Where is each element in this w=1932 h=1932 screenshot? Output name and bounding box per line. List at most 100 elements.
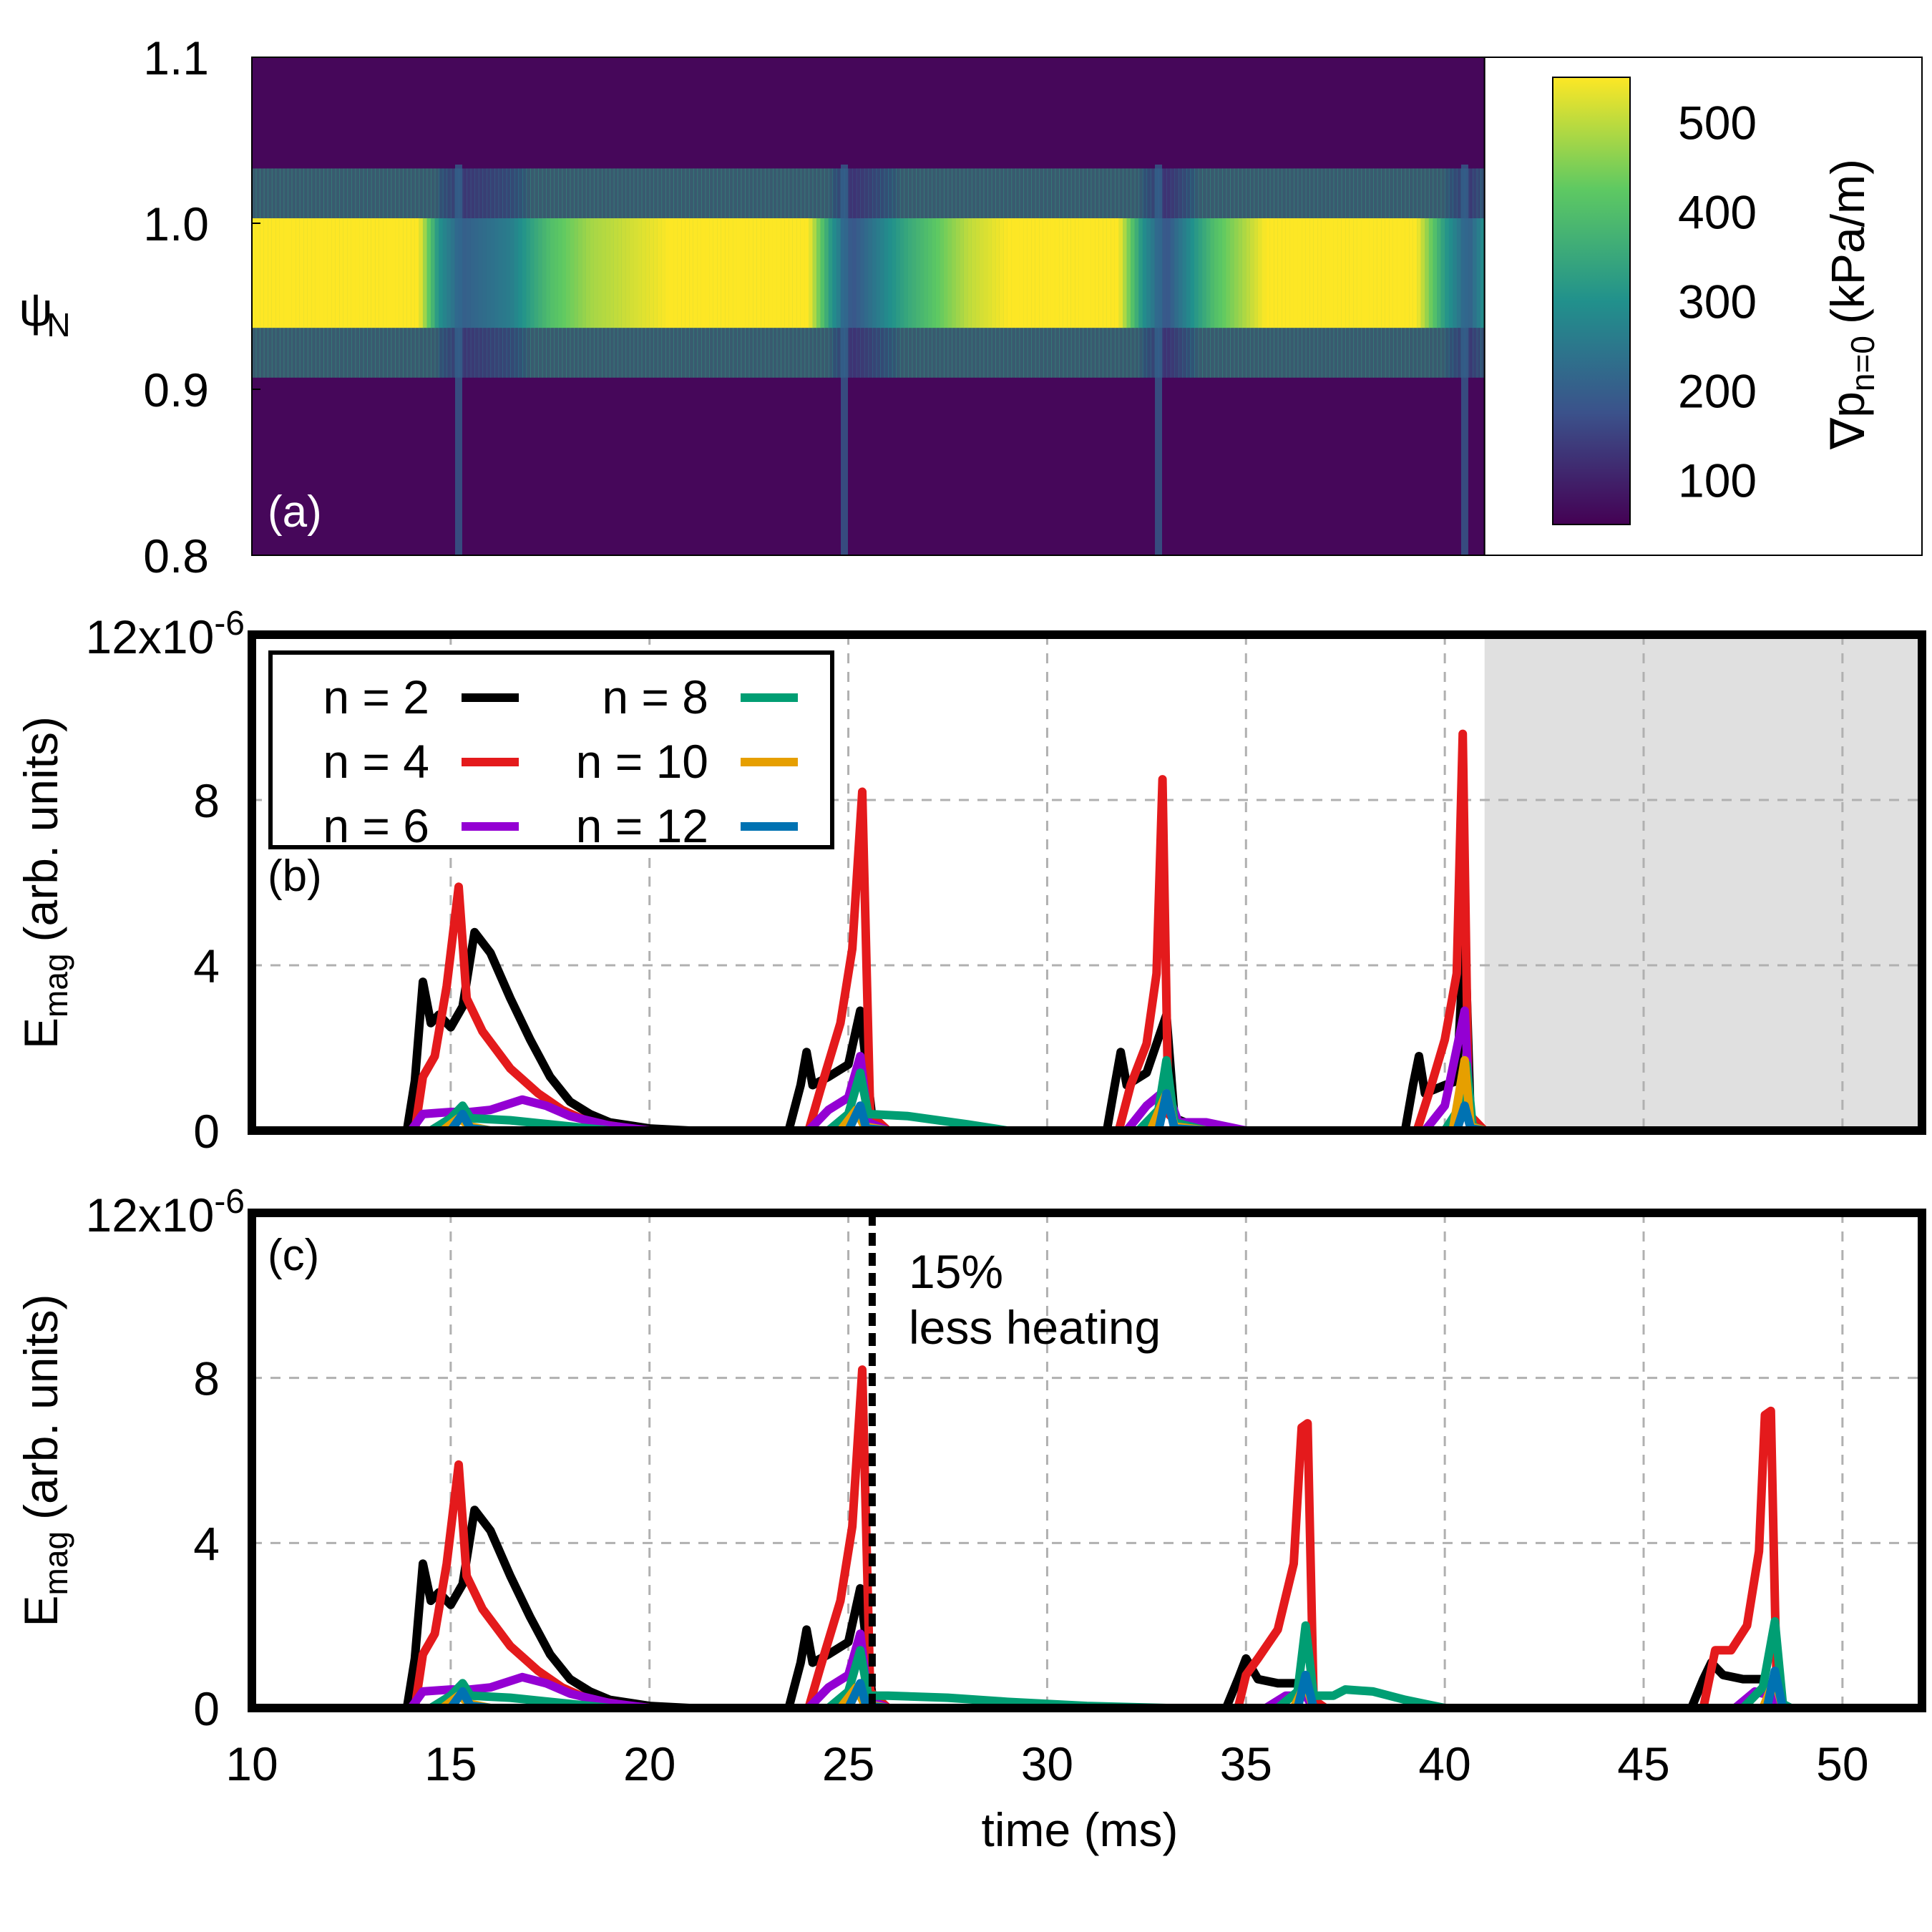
heatmap-column-core [888,218,893,328]
heatmap-column-core [1182,218,1187,328]
heatmap-column-core [1126,218,1131,328]
heatmap-column-core [386,218,392,328]
heatmap-column-core [1194,218,1199,328]
heatmap-column-core [1210,218,1215,328]
series-line-n-4 [252,729,1488,1135]
heatmap-column-core [502,218,507,328]
heatmap-column-core [884,218,889,328]
heatmap-column-core [1373,218,1378,328]
heatmap-column-core [1413,218,1418,328]
heatmap-column-core [804,218,809,328]
annotation-line-1: 15% [909,1245,1003,1298]
heatmap-column-core [1186,218,1191,328]
heatmap-column-core [490,218,495,328]
heatmap-column-core [255,218,260,328]
panel-c-y-top-tick-main: 12x10 [85,1189,214,1241]
heatmap-column-core [1063,218,1068,328]
heatmap-column-core [621,218,627,328]
heatmap-column-core [916,218,921,328]
heatmap-column-core [252,218,257,328]
heatmap-column-core [935,218,941,328]
heatmap-column-core [960,218,965,328]
heatmap-column-core [1011,218,1016,328]
heatmap-column-core [1091,218,1096,328]
heatmap-column-core [800,218,806,328]
panel-b-y-top-tick-main: 12x10 [85,610,214,663]
heatmap-column-core [566,218,571,328]
heatmap-column-core [876,218,881,328]
heatmap-column-core [554,218,559,328]
heatmap-column-core [1341,218,1347,328]
x-tick-label: 40 [1418,1737,1470,1790]
heatmap-column-core [431,218,436,328]
heatmap-column-core [1345,218,1350,328]
heatmap-column-core [1297,218,1302,328]
heatmap-column-core [530,218,535,328]
panel-b-legend: n = 2 n = 4 n = 6 n = 8 n = 10 n = 12 [268,650,834,852]
heatmap-column-core [296,218,301,328]
heatmap-column-core [367,218,372,328]
heatmap-column-core [1262,218,1267,328]
x-tick-label: 35 [1220,1737,1272,1790]
heatmap-column-core [307,218,313,328]
heatmap-column-core [872,218,877,328]
heatmap-column-core [649,218,655,328]
heatmap-column-core [1031,218,1036,328]
panel-b-line-chart: 048 12x10-6 Emag(arb. units) (b) n = 2n … [14,605,1926,1158]
heatmap-column-core [494,218,499,328]
heatmap-column-core [669,218,674,328]
heatmap-column-core [1039,218,1044,328]
colorbar-label-main: ∇p [1821,391,1874,450]
heatmap-column-core [1226,218,1231,328]
y-tick-label: 8 [193,774,220,827]
heatmap-column-core [952,218,957,328]
heatmap-column-core [629,218,635,328]
heatmap-column-core [570,218,575,328]
heatmap-column-core [892,218,897,328]
colorbar [1552,77,1631,525]
heatmap-column-core [848,218,853,328]
heatmap-column-core [772,218,778,328]
heatmap-column-core [355,218,360,328]
heatmap-column-core [522,218,527,328]
heatmap-column-core [1075,218,1080,328]
heatmap-column-core [260,218,265,328]
heatmap-column-core [557,218,563,328]
heatmap-column-core [748,218,753,328]
heatmap-column-core [661,218,666,328]
heatmap-column-core [467,218,472,328]
heatmap-column-core [447,218,452,328]
colorbar-label: ∇pn=0 (kPa/m) [1821,159,1881,450]
heatmap-column-core [681,218,686,328]
heatmap-column-core [1023,218,1028,328]
panel-a-heatmap: 0.8 0.9 1.0 1.1 ψ N (a) 100 200 300 400 500 ∇pn… [19,31,1923,582]
heatmap-column-core [657,218,663,328]
panel-c-y-axis-label: Emag (arb. units) [14,1294,74,1627]
x-tick-label: 25 [822,1737,874,1790]
heatmap-column-core [880,218,885,328]
heatmap-column-core [1047,218,1052,328]
panel-c-y-top-tick: 12x10-6 [85,1183,245,1241]
heatmap-column-core [1138,218,1143,328]
x-tick-label: 30 [1021,1737,1073,1790]
heatmap-column-core [590,218,595,328]
heatmap-column-core [375,218,380,328]
heatmap-column-core [1313,218,1319,328]
heatmap-crash-streak [841,165,849,555]
heatmap-column-core [721,218,726,328]
heatmap-column-core [1456,218,1462,328]
heatmap-column-core [1405,218,1410,328]
panel-c-line-chart: 0 4 8 10 15 20 25 30 35 40 45 50 12x10-6 Emag (arb.… [14,1183,1926,1856]
panel-b-y-axis-label: Emag (arb. units) [14,716,74,1049]
heatmap-column-core [419,218,424,328]
heatmap-column-core [1377,218,1382,328]
heatmap-column-core [1365,218,1370,328]
heatmap-column-core [860,218,865,328]
heatmap-column-core [327,218,332,328]
heatmap-column-core [904,218,909,328]
heatmap-column-core [868,218,873,328]
heatmap-column-core [1381,218,1386,328]
heatmap-column-core [677,218,682,328]
heatmap-column-core [1118,218,1123,328]
heatmap-column-core [414,218,420,328]
